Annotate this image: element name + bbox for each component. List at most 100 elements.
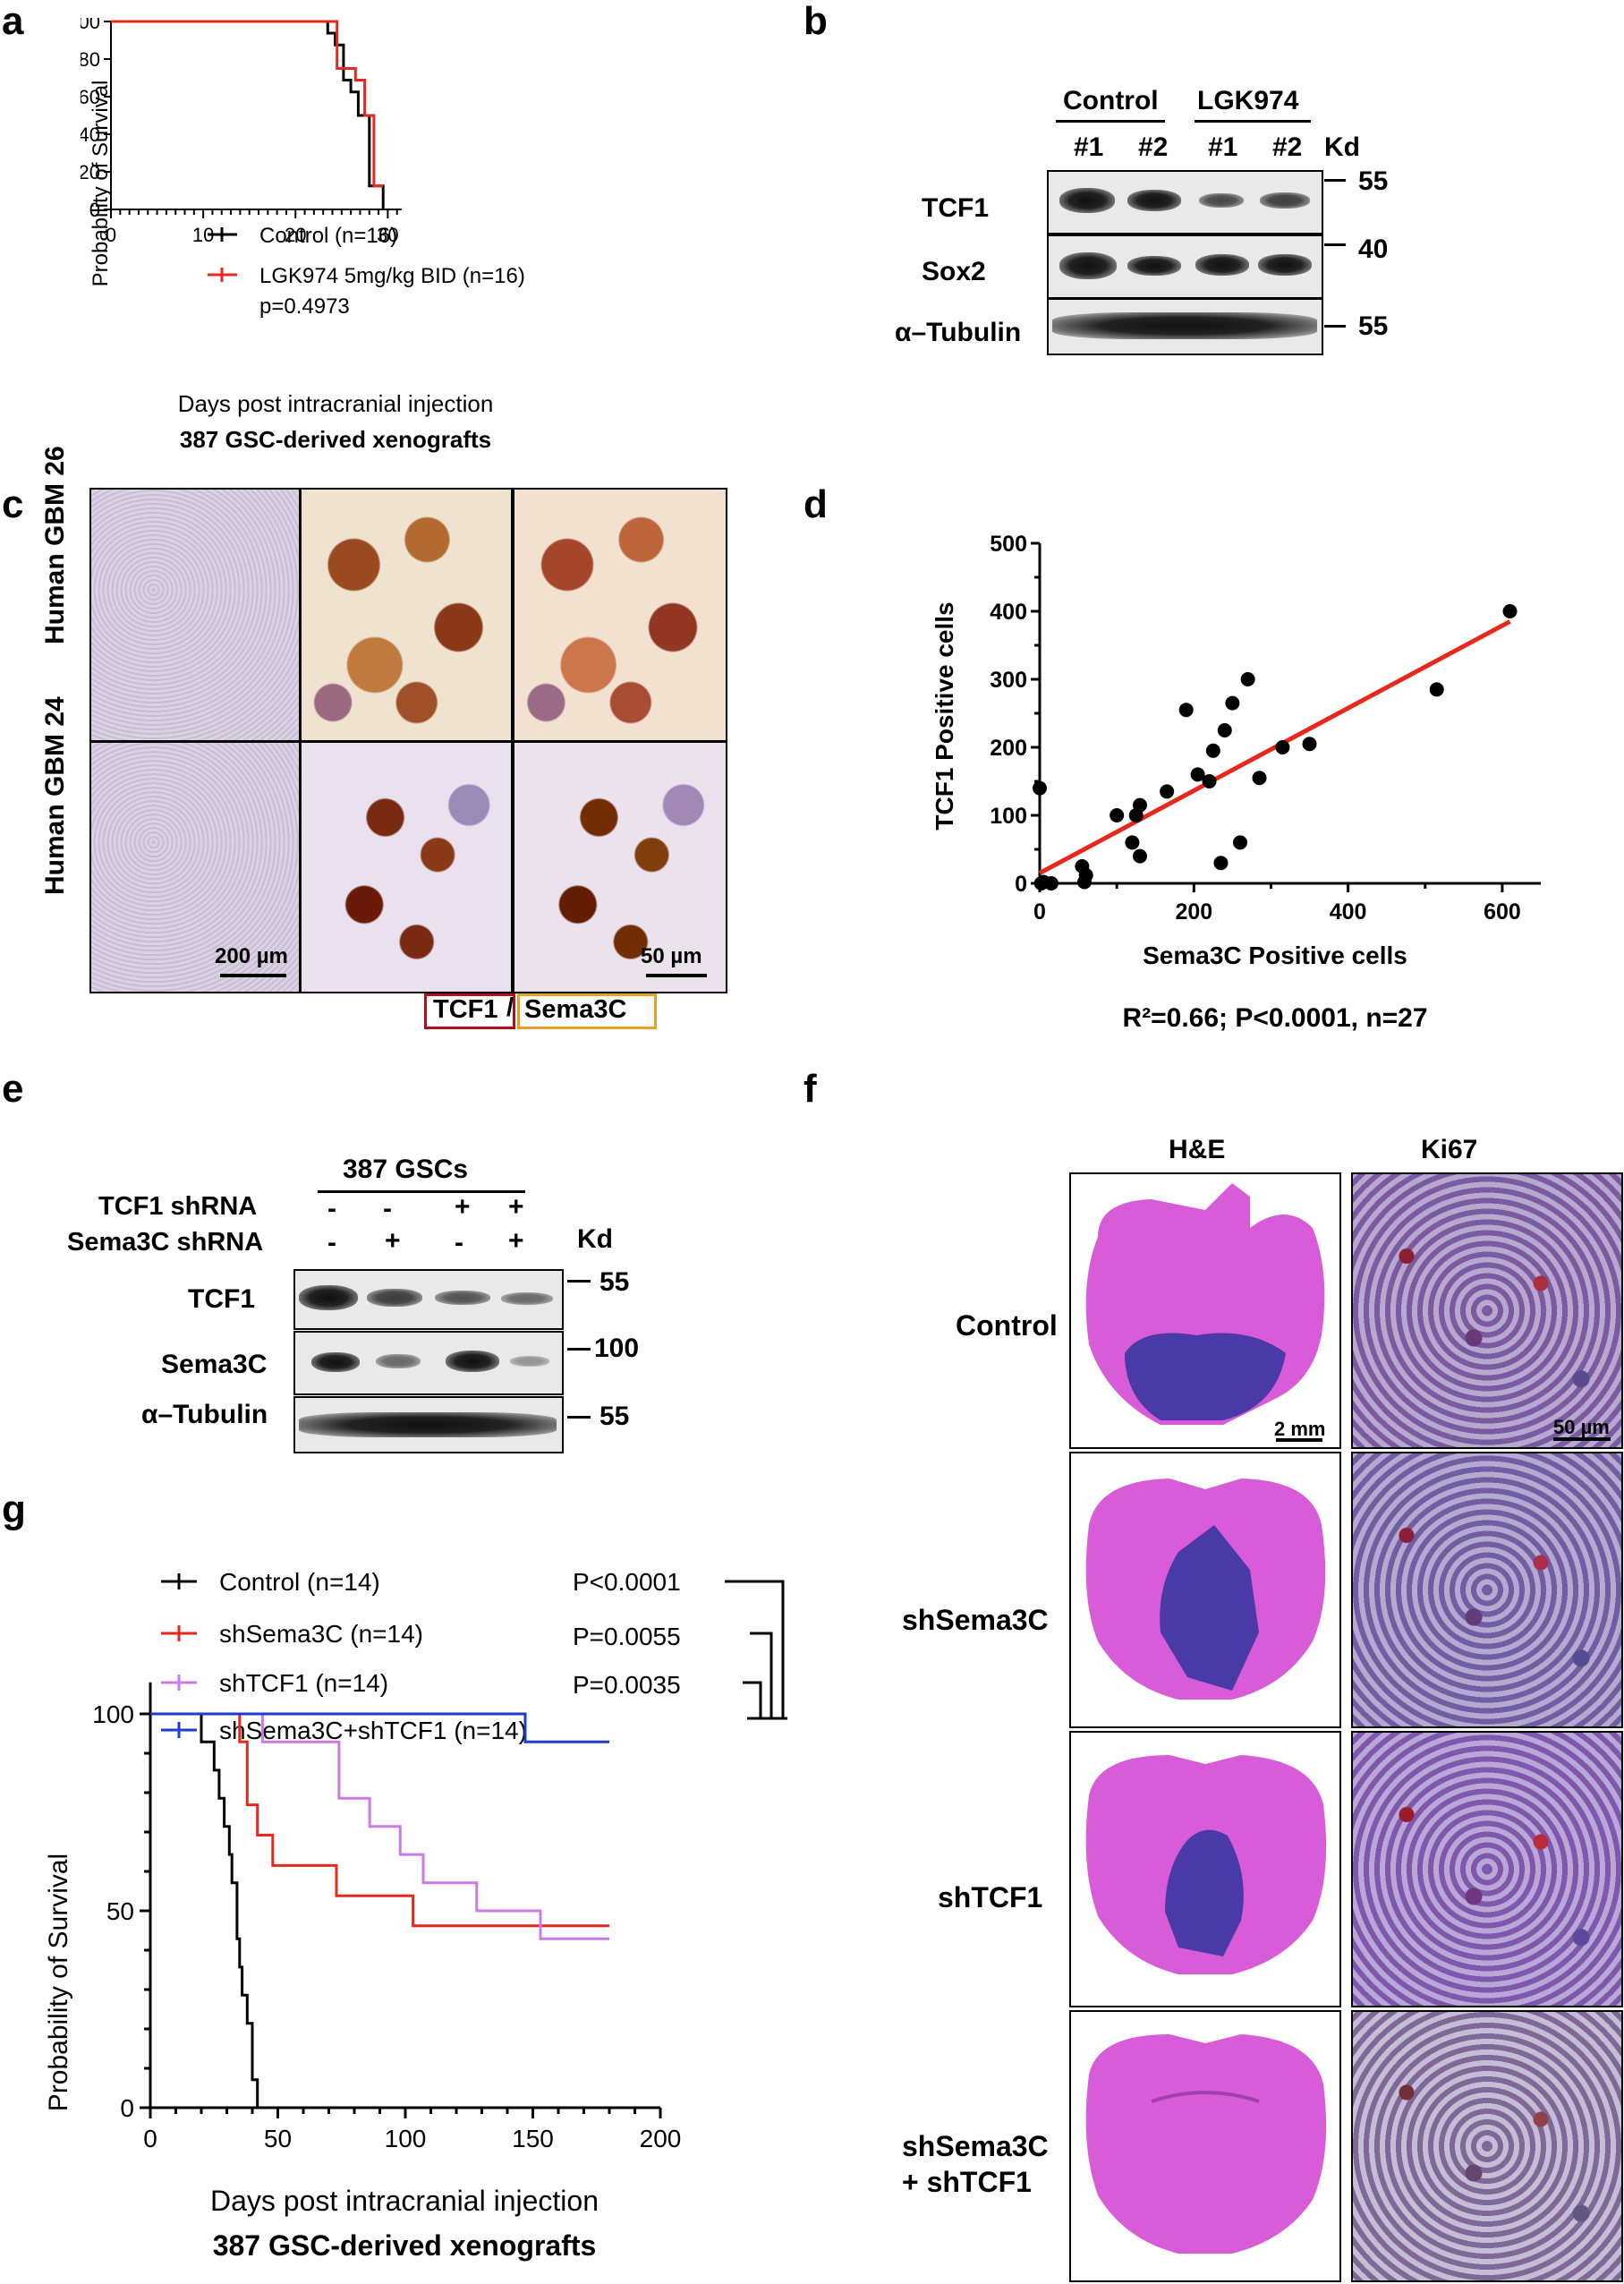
chart-g-xlabel: Days post intracranial injection bbox=[210, 2185, 599, 2217]
he-scale-label: 2 mm bbox=[1274, 1418, 1326, 1440]
chart-g-ytick-1: 50 bbox=[106, 1897, 134, 1925]
chart-d-point-23 bbox=[1275, 740, 1290, 754]
chart-g-legend: Control (n=14) shSema3C (n=14) shTCF1 (n=1… bbox=[161, 1568, 527, 1744]
he-scale-bar bbox=[1276, 1438, 1322, 1442]
chart-g-ytick-2: 100 bbox=[92, 1700, 134, 1728]
blot-e-row-tcf1: TCF1 bbox=[188, 1284, 255, 1314]
ihc-row-label-gbm24: Human GBM 24 bbox=[40, 696, 70, 895]
ihc-legend-sema3c-box bbox=[517, 993, 657, 1029]
chart-d-point-3 bbox=[1033, 876, 1049, 891]
chart-g-pvalue-2: P=0.0055 bbox=[573, 1623, 681, 1650]
blot-b-sox2 bbox=[1047, 234, 1323, 299]
chart-d-point-7 bbox=[1110, 808, 1125, 822]
chart-d-point-14 bbox=[1190, 767, 1205, 782]
ihc-gbm24-sema3c bbox=[513, 741, 727, 993]
blot-b-lane-4: #2 bbox=[1272, 132, 1303, 162]
ihc-scale-label-low: 200 µm bbox=[215, 944, 288, 968]
panel-label-g: g bbox=[2, 1487, 26, 1531]
chart-d-point-24 bbox=[1302, 737, 1317, 752]
chart-d-point-25 bbox=[1429, 682, 1444, 697]
chart-d-fit-line bbox=[1038, 619, 1511, 875]
blot-e-tcf1-sign-2: - bbox=[383, 1194, 392, 1223]
chart-d-xtick-0: 0 bbox=[1033, 899, 1046, 925]
histo-row-shsema3c: shSema3C bbox=[902, 1604, 1049, 1636]
blot-b-row-tcf1: TCF1 bbox=[922, 193, 989, 223]
chart-d-xtick-2: 400 bbox=[1330, 899, 1367, 925]
chart-g-ylabel: Probability of Survival bbox=[44, 1854, 73, 2111]
chart-g-subtitle: 387 GSC-derived xenografts bbox=[213, 2229, 597, 2262]
chart-a-legend-control: Control (n=16) bbox=[259, 224, 397, 248]
blot-e-sema-sign-2: + bbox=[385, 1226, 401, 1256]
chart-a-ytick-5: 100 bbox=[81, 18, 100, 33]
chart-g-xtick-3: 150 bbox=[512, 2125, 554, 2152]
chart-d-ytick-5: 500 bbox=[990, 532, 1027, 557]
he-shtcf1 bbox=[1069, 1731, 1341, 2007]
chart-d-point-20 bbox=[1233, 835, 1247, 850]
chart-d-ytick-3: 300 bbox=[990, 668, 1027, 693]
chart-d-xtick-1: 200 bbox=[1175, 899, 1212, 925]
chart-d-stat: R²=0.66; P<0.0001, n=27 bbox=[1122, 1003, 1427, 1033]
chart-d-point-8 bbox=[1125, 835, 1140, 850]
blot-e-marker-3: 55 bbox=[599, 1402, 630, 1431]
panel-label-d: d bbox=[803, 482, 828, 526]
chart-g-pvalue-1: P<0.0001 bbox=[573, 1568, 681, 1596]
chart-a-axes bbox=[110, 21, 402, 210]
chart-d-point-2 bbox=[1043, 876, 1059, 891]
chart-a-ytick-4: 80 bbox=[81, 48, 100, 71]
panel-label-a: a bbox=[2, 0, 24, 43]
ihc-legend-tcf1-box bbox=[424, 993, 515, 1029]
chart-a-series-lgk974 bbox=[111, 20, 384, 188]
blot-b-group-control-line bbox=[1056, 120, 1165, 123]
blot-b-lane-2: #2 bbox=[1138, 132, 1169, 162]
chart-g-xtick-4: 200 bbox=[640, 2125, 682, 2152]
chart-a-xtick-3: 30 bbox=[377, 224, 398, 246]
blot-b-row-tubulin: α–Tubulin bbox=[895, 318, 1022, 347]
chart-d-point-6 bbox=[1078, 867, 1093, 882]
chart-g-xtick-0: 0 bbox=[143, 2125, 157, 2152]
chart-d-point-26 bbox=[1502, 604, 1518, 618]
chart-d-ytick-1: 100 bbox=[990, 804, 1027, 829]
chart-a-xlabel: Days post intracranial injection bbox=[178, 390, 494, 417]
panel-label-c: c bbox=[2, 482, 24, 526]
chart-g-series-combo bbox=[150, 1712, 609, 1743]
chart-g-xtick-2: 100 bbox=[385, 2125, 427, 2152]
chart-a-ytick-2: 40 bbox=[81, 124, 100, 146]
chart-a-ylabel: Probability of Survival bbox=[89, 81, 113, 287]
chart-d-point-10 bbox=[1133, 797, 1147, 813]
chart-d-point-16 bbox=[1205, 743, 1220, 758]
blot-b-marker-3: 55 bbox=[1358, 311, 1389, 341]
chart-g-ytick-0: 0 bbox=[120, 2094, 134, 2122]
ihc-gbm26-low-mag bbox=[89, 488, 301, 742]
chart-a-series-control bbox=[111, 20, 385, 209]
ihc-scale-bar-low bbox=[220, 974, 286, 977]
ki67-scale-bar bbox=[1553, 1437, 1611, 1441]
he-control bbox=[1069, 1172, 1341, 1449]
chart-d-point-17 bbox=[1213, 856, 1229, 871]
chart-d-point-0 bbox=[1033, 780, 1047, 796]
chart-d-point-18 bbox=[1217, 723, 1232, 737]
chart-a-ytick-1: 20 bbox=[81, 161, 100, 183]
chart-d-points bbox=[1033, 604, 1518, 891]
he-shsema3c bbox=[1069, 1452, 1341, 1728]
blot-e-tcf1 bbox=[293, 1269, 564, 1330]
ihc-legend-separator: / bbox=[506, 993, 514, 1022]
chart-d-point-13 bbox=[1178, 703, 1194, 718]
blot-b-tubulin bbox=[1047, 298, 1323, 355]
chart-d-point-21 bbox=[1240, 672, 1255, 686]
ki67-shsema3c bbox=[1351, 1452, 1623, 1728]
chart-d-point-12 bbox=[1160, 784, 1175, 799]
ki67-shtcf1 bbox=[1351, 1731, 1623, 2007]
chart-g-legend-0: Control (n=14) bbox=[219, 1568, 380, 1596]
blot-e-sema-sign-4: + bbox=[508, 1226, 524, 1256]
chart-a-xtick-0: 0 bbox=[106, 224, 116, 246]
chart-a-ytick-0: 0 bbox=[89, 199, 100, 221]
chart-g-pvalue-brackets bbox=[725, 1580, 785, 1718]
histo-row-control: Control bbox=[956, 1309, 1058, 1342]
blot-e-row-sema3c: Sema3C bbox=[161, 1350, 268, 1379]
blot-e-row-tubulin: α–Tubulin bbox=[141, 1400, 268, 1429]
ihc-gbm26-tcf1 bbox=[300, 488, 513, 742]
blot-b-group-control: Control bbox=[1063, 86, 1159, 115]
chart-d-ytick-4: 400 bbox=[990, 600, 1027, 625]
chart-d-point-19 bbox=[1225, 695, 1240, 711]
chart-g-legend-2: shTCF1 (n=14) bbox=[219, 1669, 388, 1697]
